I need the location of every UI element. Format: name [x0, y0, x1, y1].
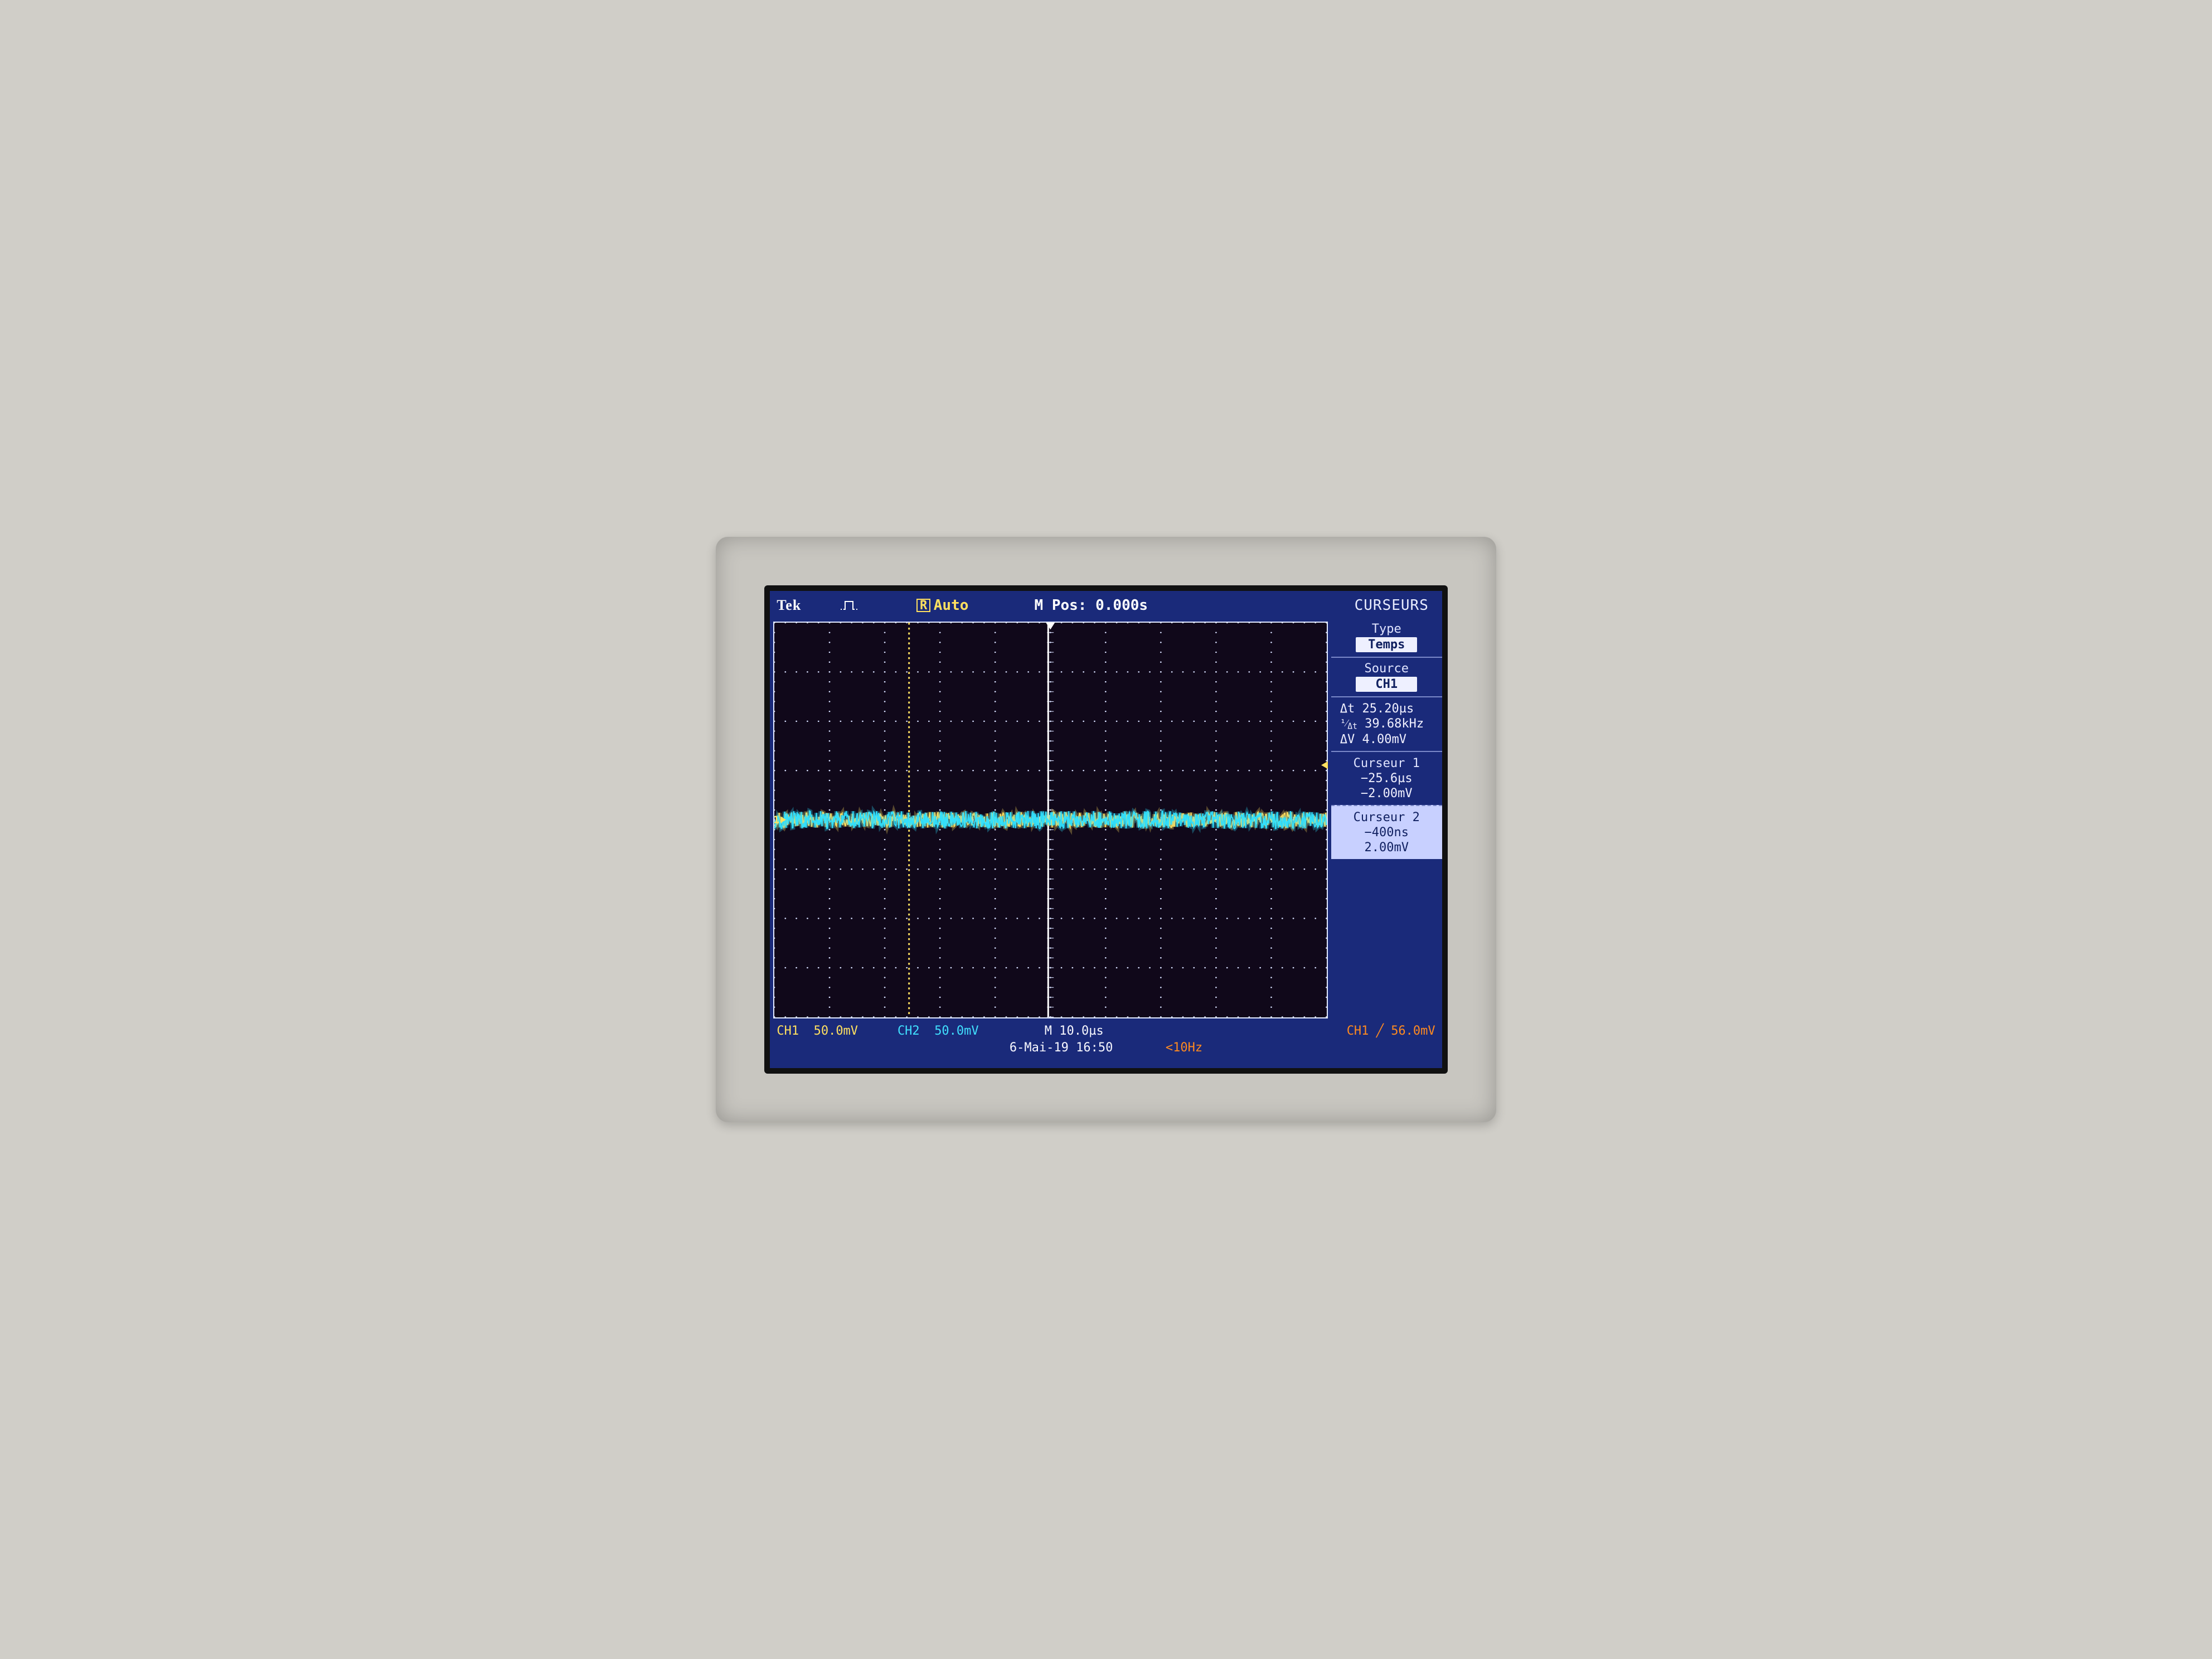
- ch2-scale: CH2 50.0mV: [898, 1023, 979, 1040]
- type-value: Temps: [1356, 637, 1417, 652]
- trigger-freq: <10Hz: [1166, 1040, 1202, 1056]
- datetime: 6-Mai-19 16:50: [1010, 1040, 1113, 1056]
- menu-cursor2-selected[interactable]: Curseur 2 −400ns 2.00mV: [1331, 805, 1442, 859]
- source-value: CH1: [1356, 677, 1417, 692]
- menu-source[interactable]: Source CH1: [1331, 657, 1442, 697]
- source-label: Source: [1365, 662, 1409, 676]
- m-position: M Pos: 0.000s: [1035, 597, 1148, 614]
- top-status-bar: Tek R Auto M Pos: 0.000s CURSEURS: [770, 591, 1442, 619]
- trigger-level-marker: [1321, 760, 1328, 771]
- trigger-mode: R Auto: [916, 597, 968, 614]
- channel-marker-ch1: 1: [773, 814, 786, 826]
- menu-measurements: Δt 25.20µs ¹⁄Δt 39.68kHz ΔV 4.00mV: [1331, 696, 1442, 750]
- main-area: 21 Type Temps Source CH1 Δt 25.20µs ¹⁄Δt…: [770, 620, 1442, 1021]
- oscilloscope-screen: Tek R Auto M Pos: 0.000s CURSEURS 21: [764, 585, 1447, 1073]
- run-badge-icon: R: [916, 599, 930, 612]
- menu-cursor1[interactable]: Curseur 1 −25.6µs −2.00mV: [1331, 751, 1442, 805]
- brand-logo: Tek: [777, 597, 801, 614]
- ch1-scale: CH1 50.0mV: [777, 1023, 858, 1040]
- trigger-mode-label: Auto: [934, 597, 969, 614]
- waveform-svg: [774, 623, 1327, 1017]
- waveform-area[interactable]: 21: [773, 622, 1328, 1018]
- device-bezel: Tek R Auto M Pos: 0.000s CURSEURS 21: [716, 537, 1496, 1122]
- type-label: Type: [1372, 622, 1401, 636]
- graticule: 21: [773, 622, 1328, 1018]
- trigger-readout: CH1 ╱ 56.0mV: [1347, 1023, 1435, 1040]
- bottom-status-bar: CH1 50.0mV CH2 50.0mV M 10.0µs CH1 ╱ 56.…: [770, 1020, 1442, 1068]
- menu-title: CURSEURS: [1355, 597, 1429, 614]
- menu-type[interactable]: Type Temps: [1331, 620, 1442, 657]
- timebase: M 10.0µs: [1045, 1023, 1104, 1040]
- side-menu: Type Temps Source CH1 Δt 25.20µs ¹⁄Δt 39…: [1331, 620, 1442, 1021]
- acquisition-icon: [841, 601, 857, 610]
